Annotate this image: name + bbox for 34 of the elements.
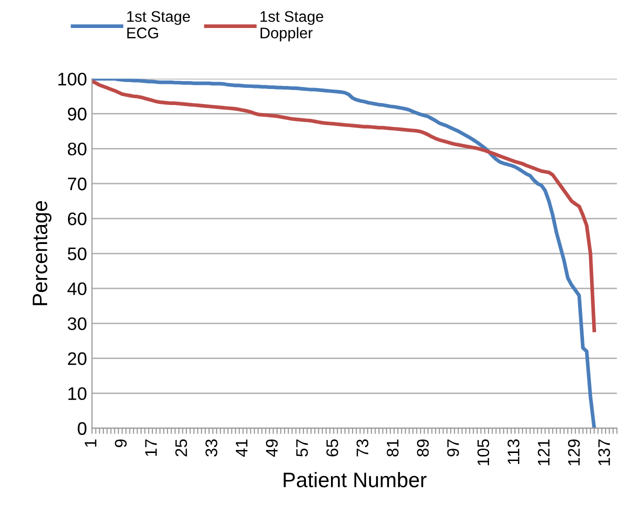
y-tick-label: 50 [68, 247, 86, 260]
line-series [92, 79, 596, 332]
y-tick-label: 80 [68, 142, 86, 156]
x-tick-label: 97 [447, 439, 459, 456]
x-tick-label: 33 [206, 439, 218, 457]
x-tick-label: 73 [356, 439, 368, 456]
y-tick-label: 20 [68, 352, 86, 366]
x-tick-label: 9 [114, 439, 127, 448]
y-axis-title: Percentage [32, 201, 52, 306]
y-tick-label: 70 [68, 178, 86, 190]
x-tick-label: 121 [538, 439, 550, 466]
x-tick-label: 57 [296, 439, 308, 457]
y-tick-label: 10 [68, 387, 86, 400]
y-tick-label: 100 [58, 72, 86, 86]
x-tick-label: 89 [416, 439, 429, 456]
x-tick-label: 81 [386, 439, 399, 456]
y-tick-label: 60 [68, 212, 86, 226]
x-tick-label: 49 [266, 439, 278, 457]
y-tick-label: 40 [67, 282, 86, 296]
x-tick-label: 137 [598, 439, 610, 466]
x-tick-label: 41 [236, 439, 248, 457]
x-tick-label: 113 [508, 439, 520, 464]
x-tick-label: 17 [145, 439, 157, 456]
legend-label: 1st Stage Doppler [260, 11, 324, 42]
x-tick-label: 129 [568, 439, 580, 466]
legend-label: 1st Stage ECG [127, 11, 190, 38]
x-tick-label: 25 [175, 439, 188, 456]
y-tick-label: 0 [78, 422, 86, 435]
x-tick-label: 1 [84, 439, 96, 447]
y-tick-label: 90 [68, 108, 86, 120]
x-axis-title: Patient Number [284, 472, 426, 488]
x-tick-label: 105 [477, 439, 490, 466]
x-tick-label: 65 [326, 439, 338, 456]
y-tick-label: 30 [68, 317, 86, 330]
